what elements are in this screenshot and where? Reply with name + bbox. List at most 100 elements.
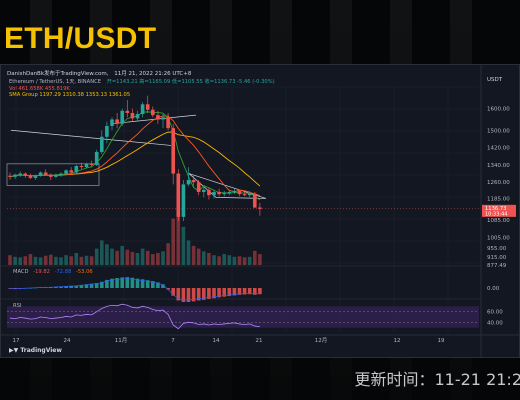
volume-bar <box>110 248 114 265</box>
time-tick-label: 12 <box>394 338 401 344</box>
candle-body <box>186 180 191 185</box>
candle-body <box>69 170 73 173</box>
volume-bar <box>23 256 28 265</box>
macd-histogram-bar <box>64 286 68 288</box>
macd-histogram-bar <box>242 288 247 295</box>
volume-bar <box>89 256 94 265</box>
macd-histogram-bar <box>120 277 124 288</box>
candle-body <box>105 125 109 137</box>
macd-line <box>9 278 260 301</box>
volume-bar <box>79 256 84 265</box>
candle-body <box>232 190 237 192</box>
macd-histogram-bar <box>79 284 84 288</box>
volume-bar <box>125 249 130 265</box>
candle-body <box>125 110 130 113</box>
candle-body <box>115 119 119 124</box>
chart-date: 11月 21, 2022 21:26 UTC+8 <box>114 71 192 77</box>
last-price-label: 1136.73 <box>485 206 506 212</box>
volume-bar <box>13 256 17 265</box>
volume-bar <box>186 240 191 265</box>
macd-histogram-bar <box>176 288 181 301</box>
candle-body <box>100 136 104 152</box>
volume-bar <box>156 253 160 265</box>
volume-bar <box>54 256 58 265</box>
macd-histogram-bar <box>171 288 175 296</box>
sma-values: SMA Group 1197.29 1310.38 1353.13 1361.0… <box>9 92 131 98</box>
volume-bar <box>74 253 79 265</box>
macd-histogram-bar <box>212 288 216 299</box>
macd-histogram-bar <box>186 288 191 302</box>
macd-histogram-bar <box>232 288 237 296</box>
volume-bar <box>145 250 150 265</box>
time-tick-label: 17 <box>13 338 20 344</box>
candle-body <box>49 174 53 177</box>
last-price-tag <box>482 204 516 217</box>
currency-label: USDT <box>487 77 503 83</box>
volume-bar <box>115 250 119 265</box>
volume-bar <box>217 256 221 265</box>
volume-bar <box>105 244 109 265</box>
volume-bar <box>242 257 247 265</box>
macd-histogram-bar <box>191 288 196 302</box>
candle-body <box>64 170 68 174</box>
price-tick-label: 1600.00 <box>487 107 510 113</box>
legend-symbol-row: Ethereum / TetherUS, 1天, BINANCE 开=1143.… <box>9 79 279 86</box>
macd-histogram-bar <box>222 288 226 297</box>
triangle-pattern <box>188 173 267 199</box>
macd-histogram-bar <box>196 288 201 301</box>
candle-body <box>212 191 216 196</box>
candle-body <box>242 194 247 196</box>
candle-body <box>156 115 160 120</box>
volume-bar <box>18 257 22 265</box>
macd-histogram-bar <box>145 280 150 288</box>
legend-vol-row: Vol 461.658K 455.819K <box>9 86 279 93</box>
volume-bar <box>64 255 68 265</box>
tradingview-icon: ▶▼ <box>9 347 21 354</box>
macd-histogram-bar <box>207 288 211 299</box>
macd-histogram-bar <box>181 288 186 302</box>
price-tick-label: 1260.00 <box>487 180 510 186</box>
volume-bar <box>247 256 252 265</box>
macd-histogram-bar <box>237 288 242 295</box>
sma-line-slow <box>9 131 261 187</box>
volume-bar <box>135 253 140 265</box>
candle-body <box>247 193 252 196</box>
price-tick-label: 877.49 <box>487 263 507 269</box>
rsi-tick-label: 60.00 <box>487 310 503 316</box>
candle-body <box>79 165 84 168</box>
candle-body <box>84 163 89 168</box>
macd-histogram-bar <box>161 284 165 288</box>
volume-bar <box>222 254 226 265</box>
page-title: ETH/USDT <box>4 22 157 55</box>
volume-bar <box>161 251 165 265</box>
macd-histogram-bar <box>59 286 63 288</box>
candle-body <box>43 172 48 175</box>
consolidation-box <box>6 163 100 186</box>
candle-body <box>196 182 201 192</box>
volume-bar <box>69 256 73 265</box>
price-tick-label: 1005.00 <box>487 235 510 241</box>
macd-histogram-bar <box>151 281 155 288</box>
volume-bar <box>212 255 216 265</box>
volume-bar <box>207 253 211 265</box>
candle-body <box>140 104 145 115</box>
macd-histogram-bar <box>156 282 160 288</box>
tradingview-brand: TradingView <box>20 347 62 354</box>
update-time: 更新时间：11-21 21:2 <box>354 370 520 389</box>
candle-body <box>18 173 22 175</box>
macd-histogram-bar <box>258 288 262 295</box>
volume-bar <box>120 245 124 265</box>
volume-bar <box>140 248 145 265</box>
macd-histogram-bar <box>84 284 89 288</box>
rsi-legend: RSI <box>13 303 22 309</box>
macd-histogram-bar <box>8 288 12 289</box>
candle-body <box>191 180 196 183</box>
candle-body <box>222 193 226 195</box>
candle-body <box>28 175 33 178</box>
chart-author: DanishDanBk发布于TradingView.com, <box>7 71 109 77</box>
candle-body <box>110 119 114 126</box>
volume-bar <box>8 255 12 265</box>
macd-histogram-bar <box>110 278 114 288</box>
candle-body <box>23 173 28 176</box>
macd-value-2: -72.88 <box>54 269 72 275</box>
